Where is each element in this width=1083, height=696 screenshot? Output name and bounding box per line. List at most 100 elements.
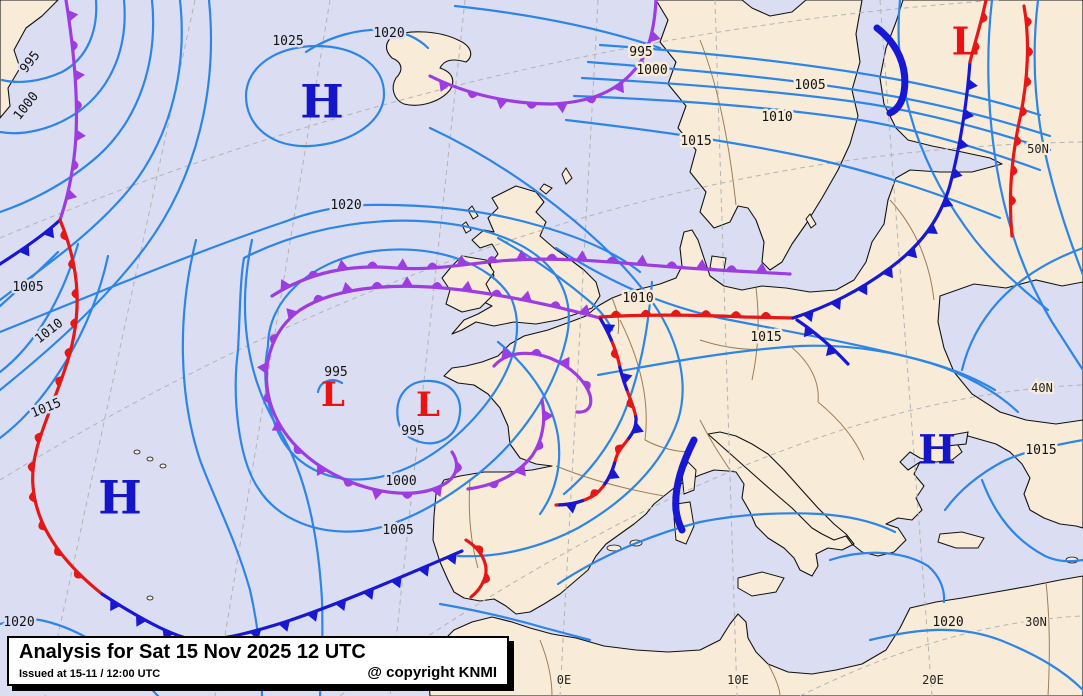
occluded-front [428, 0, 658, 106]
front-symbol [278, 620, 290, 632]
warm-front [598, 313, 795, 320]
azores-island-2 [146, 456, 154, 462]
cold-front [100, 549, 464, 643]
front-symbol [54, 546, 63, 556]
front-symbol [401, 276, 414, 287]
isobar-value-label: 1015 [750, 330, 781, 345]
front-symbol [1020, 105, 1027, 118]
front-symbol [639, 309, 652, 316]
high-pressure-letter: H [300, 75, 343, 129]
front-symbol [460, 280, 473, 292]
madeira-island [146, 595, 154, 601]
isobar-value-label: 1010 [761, 110, 792, 125]
front-symbol [951, 167, 963, 180]
front-symbol [926, 223, 938, 234]
front-symbol [882, 266, 893, 279]
front-symbol [963, 108, 975, 121]
occluded-front [58, 0, 79, 222]
front-symbol [362, 588, 375, 600]
front-symbol [38, 519, 47, 531]
front-symbol [68, 257, 75, 270]
front-symbol [269, 333, 278, 345]
copyright-text: @ copyright KNMI [367, 664, 497, 681]
isobar-value-label: 1020 [932, 615, 963, 630]
trough-line [873, 24, 909, 117]
front-symbol [1010, 194, 1016, 207]
front-symbol [136, 615, 147, 627]
isobar-value-label: 1020 [373, 26, 404, 41]
front-symbol [487, 480, 500, 489]
cold-front [795, 318, 850, 366]
front-symbol [530, 348, 543, 356]
isobar-value-label: 1025 [272, 34, 303, 49]
front-symbol [456, 461, 462, 474]
front-symbol [456, 255, 469, 266]
low-pressure-letter: L [952, 19, 979, 64]
front-symbol [725, 265, 738, 272]
front-symbol [958, 138, 970, 150]
front-symbol [665, 261, 678, 268]
front-symbol [335, 599, 347, 612]
front-symbol [632, 422, 644, 434]
front-symbol [64, 347, 72, 359]
balearic-island [606, 544, 622, 552]
front-symbol [669, 309, 682, 316]
front-symbol [313, 294, 325, 303]
trough-line [672, 436, 698, 534]
front-symbol [418, 565, 430, 577]
isobar-value-label: 1015 [680, 134, 711, 149]
front-symbol [695, 259, 708, 270]
front-symbol [55, 375, 63, 388]
greenland [0, 0, 59, 119]
front-symbol [585, 96, 597, 104]
front-symbol [649, 30, 661, 43]
front-symbol [256, 361, 268, 374]
front-symbol [445, 553, 457, 565]
isobar-value-label: 995 [324, 365, 347, 380]
isobar-value-label: 1000 [636, 63, 667, 78]
front-symbol [520, 290, 532, 302]
gotland [805, 213, 817, 229]
front-symbol [549, 301, 562, 309]
front-symbol [610, 347, 619, 360]
isobar-value-label: 1020 [3, 615, 34, 630]
front-symbol [516, 249, 528, 260]
front-symbol [1025, 15, 1032, 28]
front-symbol [802, 310, 814, 323]
front-symbol [482, 572, 491, 584]
azores-island [133, 449, 141, 455]
isobar-value-label: 1005 [382, 523, 413, 538]
front-symbol [263, 391, 271, 404]
front-symbol [545, 253, 558, 260]
front-symbol [608, 468, 620, 480]
front-symbol [366, 261, 379, 268]
front-symbol [967, 78, 978, 91]
front-symbol [76, 99, 82, 112]
front-symbol [431, 485, 443, 498]
front-symbol [575, 250, 588, 261]
front-symbol [626, 397, 634, 409]
front-symbol [271, 420, 284, 431]
front-symbol [34, 432, 42, 444]
front-symbol [825, 344, 838, 357]
front-symbol [590, 489, 601, 498]
front-symbol [856, 283, 868, 296]
low-pressure-letter: L [321, 375, 345, 415]
front-symbol [467, 90, 479, 99]
front-symbol [343, 479, 355, 487]
front-symbol [555, 102, 568, 114]
front-symbol [60, 229, 68, 241]
front-symbol [614, 444, 624, 455]
front-symbol [431, 282, 444, 288]
front-symbol [71, 39, 78, 52]
issued-timestamp: Issued at 15-11 / 12:00 UTC [19, 668, 161, 680]
front-symbol [43, 226, 55, 239]
front-symbol [316, 464, 328, 476]
front-symbol [635, 254, 648, 266]
front-symbol [1027, 45, 1033, 58]
high-pressure-letter: H [98, 471, 141, 525]
front-symbol [1011, 164, 1018, 177]
shetland [561, 167, 573, 185]
